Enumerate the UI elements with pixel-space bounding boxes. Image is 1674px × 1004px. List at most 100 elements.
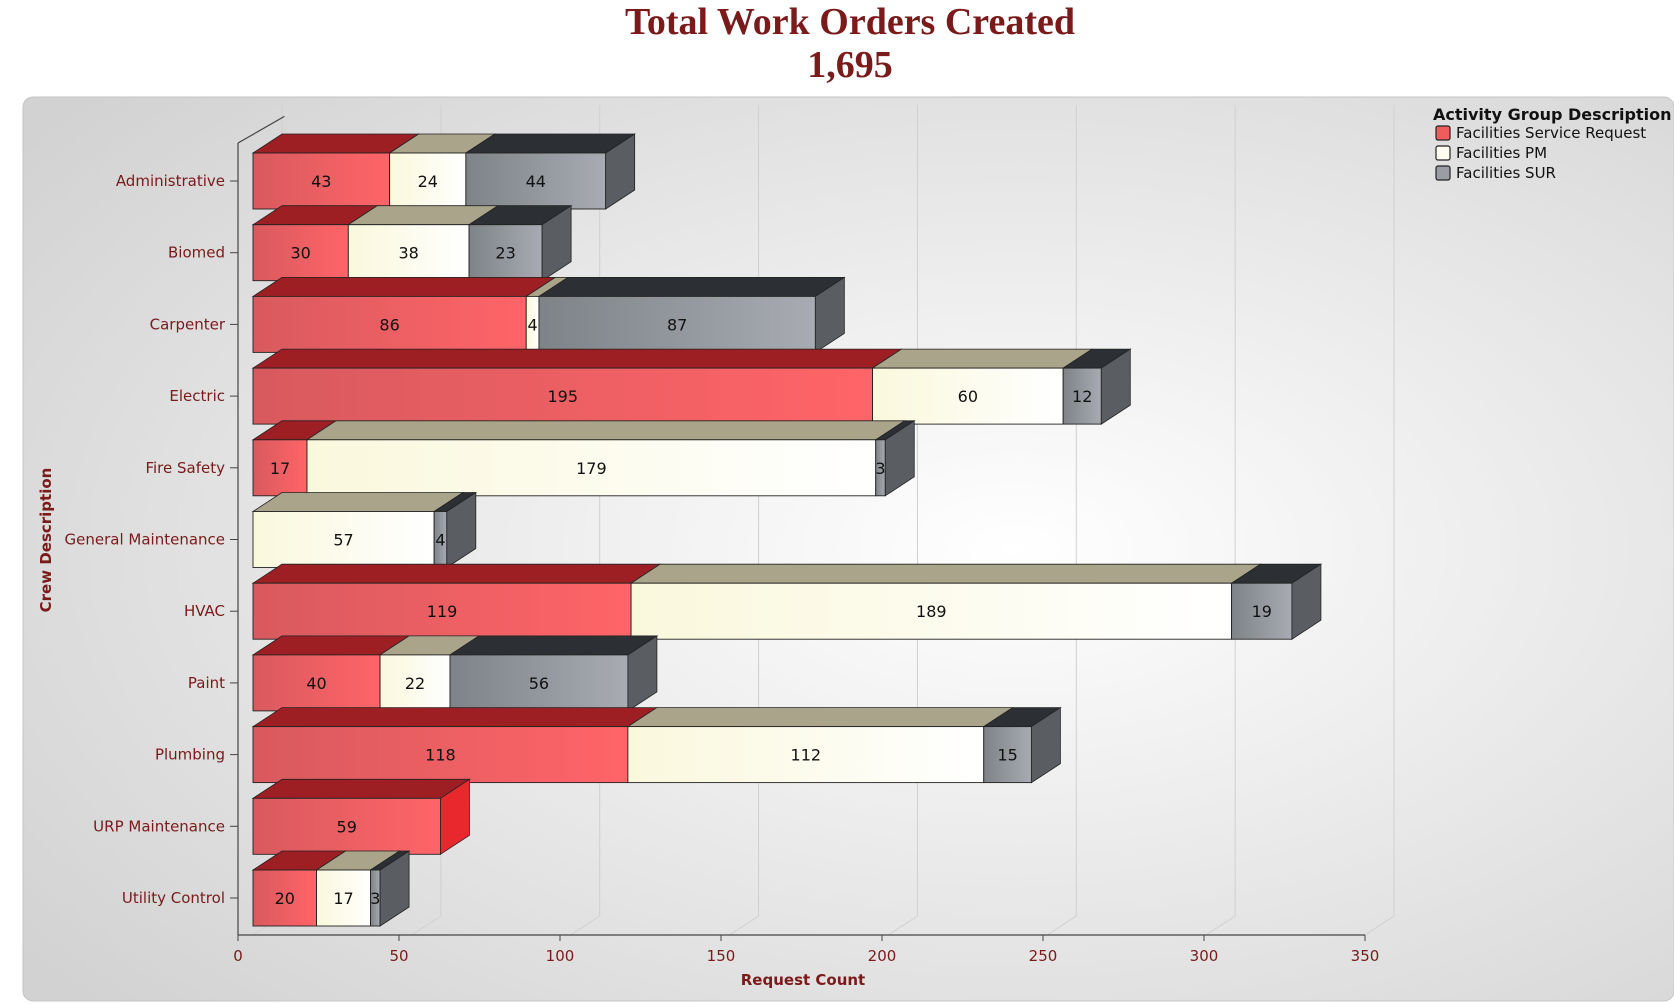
x-axis-title: Request Count: [741, 971, 865, 989]
legend-label: Facilities Service Request: [1456, 124, 1646, 142]
bar-top-face: [629, 563, 1262, 584]
legend-swatch: [1435, 165, 1451, 181]
data-label: 15: [997, 746, 1017, 765]
y-tick-label: Administrative: [116, 172, 225, 190]
x-tick-label: 250: [1029, 947, 1058, 965]
y-tick-label: Utility Control: [122, 889, 225, 907]
data-label: 189: [916, 602, 947, 621]
bar: [252, 726, 629, 784]
x-tick-label: 0: [233, 947, 243, 965]
data-label: 30: [290, 244, 310, 263]
data-label: 24: [418, 172, 438, 191]
y-tick-label: HVAC: [184, 602, 225, 620]
bar: [449, 654, 629, 712]
data-label: 3: [370, 889, 380, 908]
bar: [630, 582, 1233, 640]
y-axis-title: Crew Description: [37, 468, 55, 613]
data-label: 22: [405, 674, 425, 693]
bar-top-face: [448, 635, 659, 656]
data-label: 20: [275, 889, 295, 908]
data-label: 112: [791, 746, 822, 765]
bar-group: 20 17 3: [251, 850, 411, 927]
bar: [872, 367, 1064, 425]
y-tick-label: Electric: [169, 387, 225, 405]
bar-group: 119 189 19: [251, 563, 1323, 640]
bar-top-face: [251, 276, 557, 297]
x-tick-label: 300: [1190, 947, 1219, 965]
grid-floor-line: [1047, 915, 1077, 936]
bar-group: 57 4: [251, 491, 478, 569]
data-label: 4: [435, 531, 445, 550]
data-label: 59: [337, 817, 357, 836]
legend-swatch: [1435, 125, 1451, 141]
bar: [252, 582, 632, 640]
bar-group: 118 112 15: [251, 706, 1062, 784]
bar-side-face: [884, 420, 915, 497]
grid-floor-line: [411, 915, 442, 936]
bar-top-face: [626, 707, 1015, 727]
bar-side-face: [379, 850, 410, 927]
y-axis-depth-line: [237, 115, 285, 144]
bar: [538, 295, 816, 353]
bar: [627, 726, 985, 784]
bar: [379, 654, 451, 712]
data-label: 195: [547, 387, 578, 406]
data-label: 3: [875, 459, 885, 478]
data-label: 118: [425, 746, 456, 765]
x-tick-label: 50: [389, 947, 408, 965]
bar: [252, 295, 527, 353]
bar: [1062, 367, 1102, 425]
chart-subtitle: 1,695: [807, 44, 893, 86]
bar: [252, 797, 441, 855]
grid-floor-line: [1364, 915, 1395, 936]
bar-top-face: [251, 707, 659, 727]
legend-label: Facilities SUR: [1456, 164, 1556, 182]
bar-top-face: [251, 348, 903, 369]
bar-top-face: [305, 420, 907, 441]
bar-group: 40 22 56: [251, 635, 659, 712]
data-label: 19: [1252, 602, 1272, 621]
bar-top-face: [537, 276, 846, 297]
bar: [252, 152, 391, 210]
bar-group: 195 60 12: [251, 348, 1132, 425]
legend-swatch: [1435, 145, 1451, 161]
x-tick-label: 150: [707, 947, 736, 965]
bar-top-face: [251, 563, 662, 584]
bar-side-face: [1031, 706, 1061, 784]
x-tick-label: 350: [1351, 947, 1380, 965]
x-tick-label: 100: [546, 947, 575, 965]
data-label: 43: [311, 172, 331, 191]
bar-top-face: [251, 492, 465, 512]
bar: [389, 152, 467, 210]
data-label: 60: [958, 387, 978, 406]
x-tick-label: 200: [868, 947, 897, 965]
bar-group: 30 38 23: [251, 204, 573, 282]
data-label: 56: [529, 674, 549, 693]
data-label: 23: [495, 244, 515, 263]
bar: [465, 152, 607, 210]
legend-label: Facilities PM: [1456, 144, 1547, 162]
bar-group: 17 179 3: [251, 420, 916, 497]
bar-side-face: [1291, 563, 1322, 640]
bar-group: 43 24 44: [251, 133, 637, 210]
bar-group: 86 4 87: [251, 276, 846, 354]
grid-floor-line: [729, 915, 759, 936]
data-label: 17: [270, 459, 290, 478]
grid-floor-line: [570, 915, 600, 936]
y-tick-label: Biomed: [168, 244, 225, 262]
bar-side-face: [605, 133, 636, 210]
bar: [468, 224, 543, 282]
y-tick-label: Carpenter: [150, 315, 226, 333]
legend-title: Activity Group Description: [1433, 105, 1671, 124]
bar: [252, 224, 349, 282]
data-label: 87: [667, 315, 687, 334]
bar: [1231, 582, 1293, 640]
bar: [983, 726, 1032, 784]
y-tick-label: Plumbing: [155, 746, 225, 764]
data-label: 86: [379, 315, 399, 334]
data-label: 38: [399, 244, 419, 263]
data-label: 17: [333, 889, 353, 908]
y-tick-label: Paint: [188, 674, 225, 692]
bar-side-face: [814, 276, 845, 354]
